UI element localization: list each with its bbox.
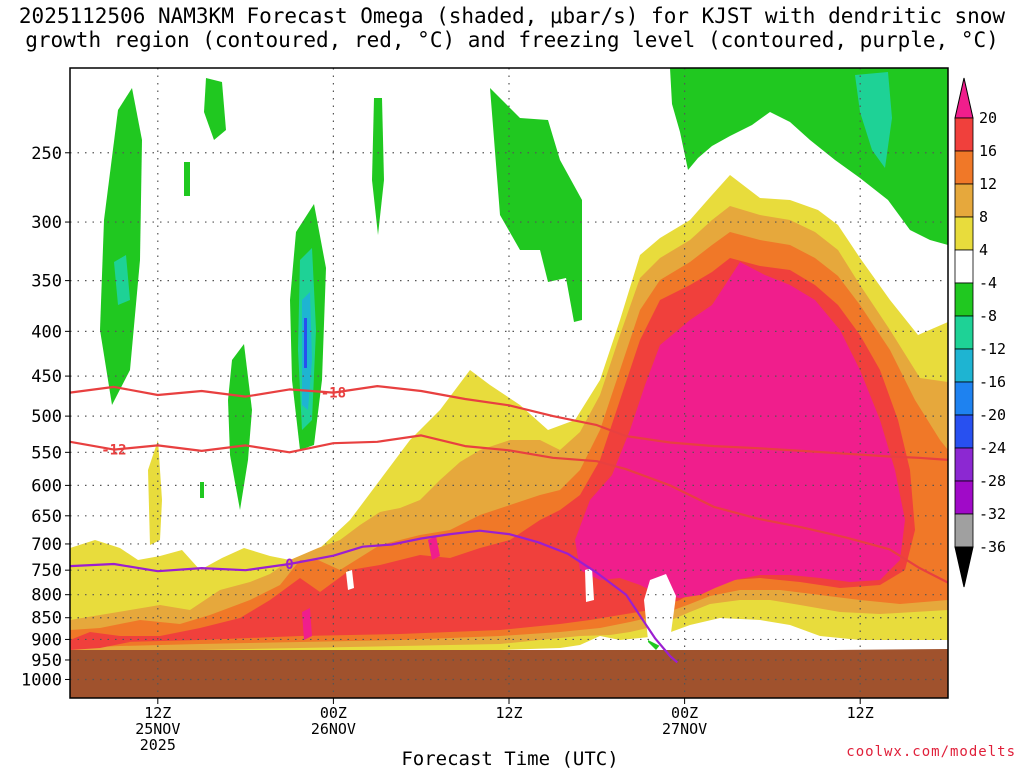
colorbar-bottom-arrow	[954, 546, 974, 588]
y-tick-label: 500	[31, 407, 62, 427]
y-tick-label: 1000	[21, 670, 62, 690]
colorbar-label: -8	[979, 307, 997, 325]
colorbar-label: 12	[979, 175, 997, 193]
y-tick-label: 600	[31, 476, 62, 496]
omega-gap	[346, 570, 354, 590]
colorbar-label: 20	[979, 109, 997, 127]
x-tick-label: 26NOV	[311, 720, 356, 738]
y-tick-label: 850	[31, 609, 62, 629]
grid-lines	[70, 68, 948, 698]
omega-descent-column	[204, 78, 226, 140]
colorbar-segment	[954, 447, 974, 482]
omega-ascent-4-tower	[148, 440, 162, 545]
colorbar-segment	[954, 480, 974, 515]
omega-descent-column	[372, 98, 384, 235]
omega-ascent-20-cell	[428, 536, 440, 560]
y-tick-label: 800	[31, 586, 62, 606]
colorbar-label: 4	[979, 241, 988, 259]
colorbar-segment	[954, 282, 974, 317]
colorbar-segment	[954, 348, 974, 383]
chart-title-line-1: 2025112506 NAM3KM Forecast Omega (shaded…	[18, 4, 1006, 28]
omega-shading	[70, 68, 948, 698]
y-tick-label: 950	[31, 651, 62, 671]
y-tick-label: 400	[31, 322, 62, 342]
pressure-axis: 2503003504004505005506006507007508008509…	[21, 144, 70, 690]
omega-descent-column	[114, 255, 130, 305]
x-tick-label: 12Z	[847, 704, 874, 722]
x-tick-label: 00Z	[320, 704, 347, 722]
colorbar-segment	[954, 414, 974, 449]
y-tick-label: 900	[31, 630, 62, 650]
source-credit[interactable]: coolwx.com/modelts	[846, 744, 1016, 760]
y-tick-label: 700	[31, 535, 62, 555]
colorbar-label: -16	[979, 373, 1006, 391]
colorbar-segment	[954, 216, 974, 251]
y-tick-label: 650	[31, 507, 62, 527]
y-tick-label: 750	[31, 561, 62, 581]
x-tick-label: 00Z	[671, 704, 698, 722]
omega-upper-descent-core	[855, 72, 892, 168]
x-tick-label: 12Z	[495, 704, 522, 722]
omega-descent-core	[304, 318, 307, 368]
y-tick-label: 450	[31, 367, 62, 387]
omega-surface-band	[70, 640, 130, 650]
omega-descent-column	[490, 88, 582, 322]
colorbar-segment	[954, 117, 974, 152]
contour-line	[69, 385, 949, 461]
colorbar-label: -28	[979, 472, 1006, 490]
contour-label: 0	[285, 557, 293, 573]
colorbar-label: 16	[979, 142, 997, 160]
ground-terrain-edge	[70, 649, 948, 662]
x-tick-label: 27NOV	[662, 720, 707, 738]
colorbar-segment	[954, 249, 974, 284]
contour-label: -18	[321, 386, 346, 402]
temperature-contours: -18 -12 0	[69, 385, 949, 664]
colorbar-segment	[954, 513, 974, 548]
y-tick-label: 250	[31, 144, 62, 164]
colorbar-label: -20	[979, 406, 1006, 424]
colorbar-label: -32	[979, 505, 1006, 523]
contour-label: -12	[101, 443, 126, 459]
y-tick-label: 550	[31, 443, 62, 463]
colorbar-label: -12	[979, 340, 1006, 358]
colorbar-top-arrow	[954, 77, 974, 119]
contour-line	[69, 529, 679, 664]
colorbar-label: -4	[979, 274, 997, 292]
y-tick-label: 350	[31, 272, 62, 292]
colorbar-label: -24	[979, 439, 1006, 457]
omega-descent-column	[184, 162, 190, 196]
colorbar-segment	[954, 150, 974, 185]
omega-descent-column	[228, 344, 252, 510]
x-axis-label: Forecast Time (UTC)	[401, 748, 618, 768]
colorbar-segment	[954, 381, 974, 416]
x-tick-label: 12Z	[144, 704, 171, 722]
x-tick-label: 25NOV	[135, 720, 180, 738]
contour-line	[69, 434, 949, 584]
y-tick-label: 300	[31, 213, 62, 233]
colorbar-segment	[954, 183, 974, 218]
omega-gap	[585, 568, 594, 602]
omega-colorbar: 20 16 12 8 4 -4 -8 -12 -16 -20 -24 -28 -32 -36	[954, 77, 1006, 588]
chart-title-line-2: growth region (contoured, red, °C) and f…	[25, 28, 999, 52]
omega-ascent-20	[575, 262, 905, 598]
omega-gap	[644, 574, 676, 646]
omega-ascent-20-cell	[302, 608, 312, 640]
omega-descent-column	[200, 482, 204, 498]
omega-descent-column	[100, 88, 142, 405]
x-tick-label: 2025	[140, 736, 176, 754]
colorbar-label: 8	[979, 208, 988, 226]
colorbar-label: -36	[979, 538, 1006, 556]
colorbar-segment	[954, 315, 974, 350]
